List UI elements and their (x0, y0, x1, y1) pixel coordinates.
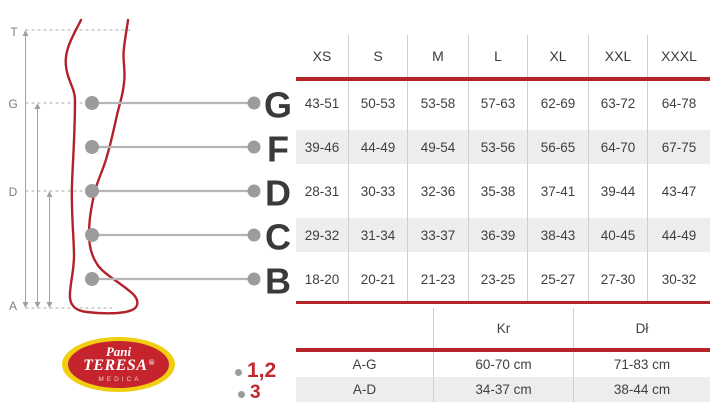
row-letter-f: F (267, 129, 289, 170)
cell-d-l: 35-38 (468, 169, 527, 213)
cell-f-xxxl: 67-75 (647, 125, 710, 169)
cell-d-s: 30-33 (348, 169, 407, 213)
legend-label-3: 3 (250, 382, 261, 403)
logo-brand-line2: TERESA® (83, 356, 155, 375)
cell-f-xl: 56-65 (527, 125, 588, 169)
table-row-b: 18-20 20-21 21-23 23-25 25-27 27-30 30-3… (296, 257, 710, 301)
cell-g-m: 53-58 (407, 81, 468, 125)
cell-b-xs: 18-20 (304, 271, 340, 287)
cell-f-m: 49-54 (407, 125, 468, 169)
bullet-icon (238, 391, 245, 398)
table-row-c: 29-32 31-34 33-37 36-39 38-43 40-45 44-4… (296, 213, 710, 257)
cell-c-xs: 29-32 (304, 227, 340, 243)
size-column-header-xs: XS (312, 48, 332, 64)
logo-inner-ellipse: Pani TERESA® MEDICA (68, 341, 169, 388)
cell-b-xxxl: 30-32 (647, 257, 710, 301)
length-table-corner-cell (296, 308, 433, 348)
length-row-ag: A-G 60-70 cm 71-83 cm (296, 352, 710, 377)
cell-b-m: 21-23 (407, 257, 468, 301)
cell-d-xxxl: 43-47 (647, 169, 710, 213)
row-letter-g: G (264, 85, 292, 126)
cell-c-xxl: 40-45 (588, 213, 647, 257)
cell-f-l: 53-56 (468, 125, 527, 169)
leg-outline-graphic (64, 18, 139, 315)
cell-g-xxl: 63-72 (588, 81, 647, 125)
legend-item-3: 3 (238, 383, 261, 403)
legend-item-12: 1,2 (235, 359, 277, 382)
bullet-icon (235, 369, 242, 376)
cell-c-xl: 38-43 (527, 213, 588, 257)
cell-f-xxl: 64-70 (588, 125, 647, 169)
length-ad-kr: 34-37 cm (433, 377, 573, 402)
length-ag-kr: 60-70 cm (433, 352, 573, 377)
size-column-header-m: M (407, 35, 468, 77)
vertical-measure-lines (25, 33, 50, 305)
row-letter-c: C (265, 217, 291, 258)
length-row-label-ag: A-G (352, 357, 377, 372)
length-row-label-ad: A-D (352, 382, 377, 397)
cell-g-l: 57-63 (468, 81, 527, 125)
cell-f-s: 44-49 (348, 125, 407, 169)
cell-g-xs: 43-51 (304, 95, 340, 111)
length-table-header-row: Kr Dł (296, 308, 710, 348)
length-column-header-dl: Dł (573, 308, 710, 348)
logo-brand-line1: Pani (105, 343, 132, 359)
size-column-header-xxxl: XXXL (647, 35, 710, 77)
axis-label-a: A (9, 299, 17, 313)
cell-g-xxxl: 64-78 (647, 81, 710, 125)
cell-c-l: 36-39 (468, 213, 527, 257)
size-column-header-l: L (468, 35, 527, 77)
cell-d-xl: 37-41 (527, 169, 588, 213)
cell-d-m: 32-36 (407, 169, 468, 213)
length-row-ad: A-D 34-37 cm 38-44 cm (296, 377, 710, 402)
cell-b-l: 23-25 (468, 257, 527, 301)
row-letter-d: D (265, 173, 291, 214)
cell-b-xxl: 27-30 (588, 257, 647, 301)
cell-g-s: 50-53 (348, 81, 407, 125)
cell-g-xl: 62-69 (527, 81, 588, 125)
dashed-guide-lines (25, 29, 133, 309)
header-divider-line (296, 77, 710, 81)
measure-arrowheads (22, 30, 53, 308)
table-row-g: 43-51 50-53 53-58 57-63 62-69 63-72 64-7… (296, 81, 710, 125)
cell-f-xs: 39-46 (304, 139, 340, 155)
length-column-header-kr: Kr (433, 308, 573, 348)
size-column-header-xxl: XXL (588, 35, 647, 77)
cell-c-xxxl: 44-49 (647, 213, 710, 257)
cell-d-xxl: 39-44 (588, 169, 647, 213)
cell-d-xs: 28-31 (304, 183, 340, 199)
length-table: Kr Dł A-G 60-70 cm 71-83 cm A-D 34-37 cm… (296, 308, 710, 402)
table-bottom-line (296, 301, 710, 304)
point-connector-lines (92, 101, 254, 281)
legend-label-12: 1,2 (247, 359, 277, 382)
cell-b-s: 20-21 (348, 257, 407, 301)
length-header-divider-line (296, 348, 710, 352)
cell-b-xl: 25-27 (527, 257, 588, 301)
cell-c-m: 33-37 (407, 213, 468, 257)
registered-trademark-icon: ® (148, 357, 155, 367)
axis-label-d: D (9, 185, 18, 199)
size-column-header-s: S (348, 35, 407, 77)
table-row-f: 39-46 44-49 49-54 53-56 56-65 64-70 67-7… (296, 125, 710, 169)
table-row-d: 28-31 30-33 32-36 35-38 37-41 39-44 43-4… (296, 169, 710, 213)
cell-c-s: 31-34 (348, 213, 407, 257)
length-ag-dl: 71-83 cm (573, 352, 710, 377)
logo-brand-name: TERESA (83, 356, 148, 374)
pani-teresa-logo: Pani TERESA® MEDICA (62, 337, 175, 392)
axis-label-t: T (10, 25, 18, 39)
axis-label-g: G (8, 97, 17, 111)
size-measurements-table: XS S M L XL XXL XXXL 43-51 50-53 53-58 5… (296, 35, 710, 304)
length-ad-dl: 38-44 cm (573, 377, 710, 402)
size-table-header-row: XS S M L XL XXL XXXL (296, 35, 710, 77)
leg-measurement-diagram: T G D A G F D C B (8, 18, 292, 315)
measure-point-dots (85, 96, 261, 286)
logo-brand-line3: MEDICA (98, 375, 142, 383)
size-column-header-xl: XL (527, 35, 588, 77)
row-letter-b: B (265, 261, 291, 302)
